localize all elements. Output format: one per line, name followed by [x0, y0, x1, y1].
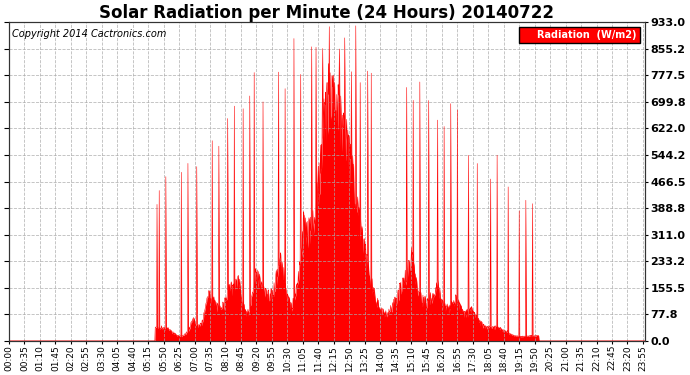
- Title: Solar Radiation per Minute (24 Hours) 20140722: Solar Radiation per Minute (24 Hours) 20…: [99, 4, 554, 22]
- Text: Copyright 2014 Cactronics.com: Copyright 2014 Cactronics.com: [12, 29, 166, 39]
- Legend: Radiation  (W/m2): Radiation (W/m2): [519, 27, 640, 43]
